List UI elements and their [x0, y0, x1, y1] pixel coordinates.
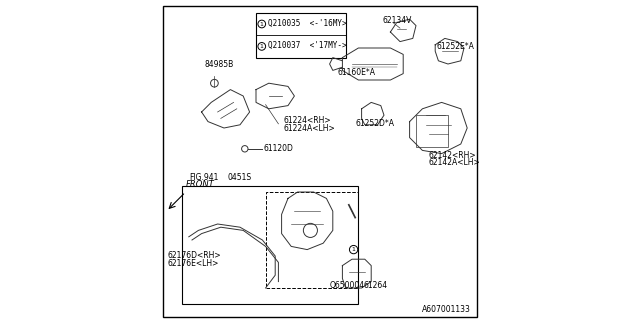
- Text: FIG.941: FIG.941: [189, 173, 218, 182]
- Text: Q650004: Q650004: [330, 281, 365, 290]
- Text: 61252E*A: 61252E*A: [437, 42, 475, 51]
- Text: 62134V: 62134V: [383, 16, 412, 25]
- Text: 61160E*A: 61160E*A: [338, 68, 376, 76]
- Text: 61264: 61264: [364, 281, 387, 290]
- Text: 62142A<LH>: 62142A<LH>: [429, 158, 481, 167]
- Text: 61252D*A: 61252D*A: [355, 119, 394, 128]
- Text: A607001133: A607001133: [422, 305, 470, 314]
- Text: 61224<RH>: 61224<RH>: [283, 116, 331, 124]
- Text: 0451S: 0451S: [227, 173, 252, 182]
- Bar: [256, 13, 346, 58]
- Bar: [182, 186, 358, 304]
- Bar: [416, 115, 448, 147]
- Text: 1: 1: [351, 247, 356, 252]
- Text: 1: 1: [260, 44, 264, 49]
- Text: FRONT: FRONT: [186, 180, 214, 188]
- Text: 62176D<RH>: 62176D<RH>: [167, 252, 221, 260]
- Text: 62142<RH>: 62142<RH>: [429, 151, 476, 160]
- Text: 61120D: 61120D: [264, 144, 294, 153]
- Text: 84985B: 84985B: [205, 60, 234, 68]
- Text: 62176E<LH>: 62176E<LH>: [167, 259, 218, 268]
- Text: 1: 1: [260, 21, 264, 27]
- Text: Q210037  <'17MY->: Q210037 <'17MY->: [268, 42, 347, 51]
- Bar: [266, 192, 358, 288]
- Text: 61224A<LH>: 61224A<LH>: [283, 124, 335, 132]
- Text: Q210035  <-'16MY>: Q210035 <-'16MY>: [268, 19, 347, 28]
